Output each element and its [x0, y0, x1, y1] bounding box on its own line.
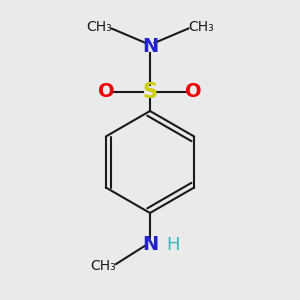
Text: CH₃: CH₃ — [86, 20, 112, 34]
Text: CH₃: CH₃ — [91, 259, 116, 272]
Text: N: N — [142, 37, 158, 56]
Text: S: S — [142, 82, 158, 101]
Text: H: H — [167, 236, 180, 253]
Text: CH₃: CH₃ — [188, 20, 214, 34]
Text: N: N — [142, 235, 158, 254]
Text: O: O — [98, 82, 115, 101]
Text: O: O — [185, 82, 202, 101]
